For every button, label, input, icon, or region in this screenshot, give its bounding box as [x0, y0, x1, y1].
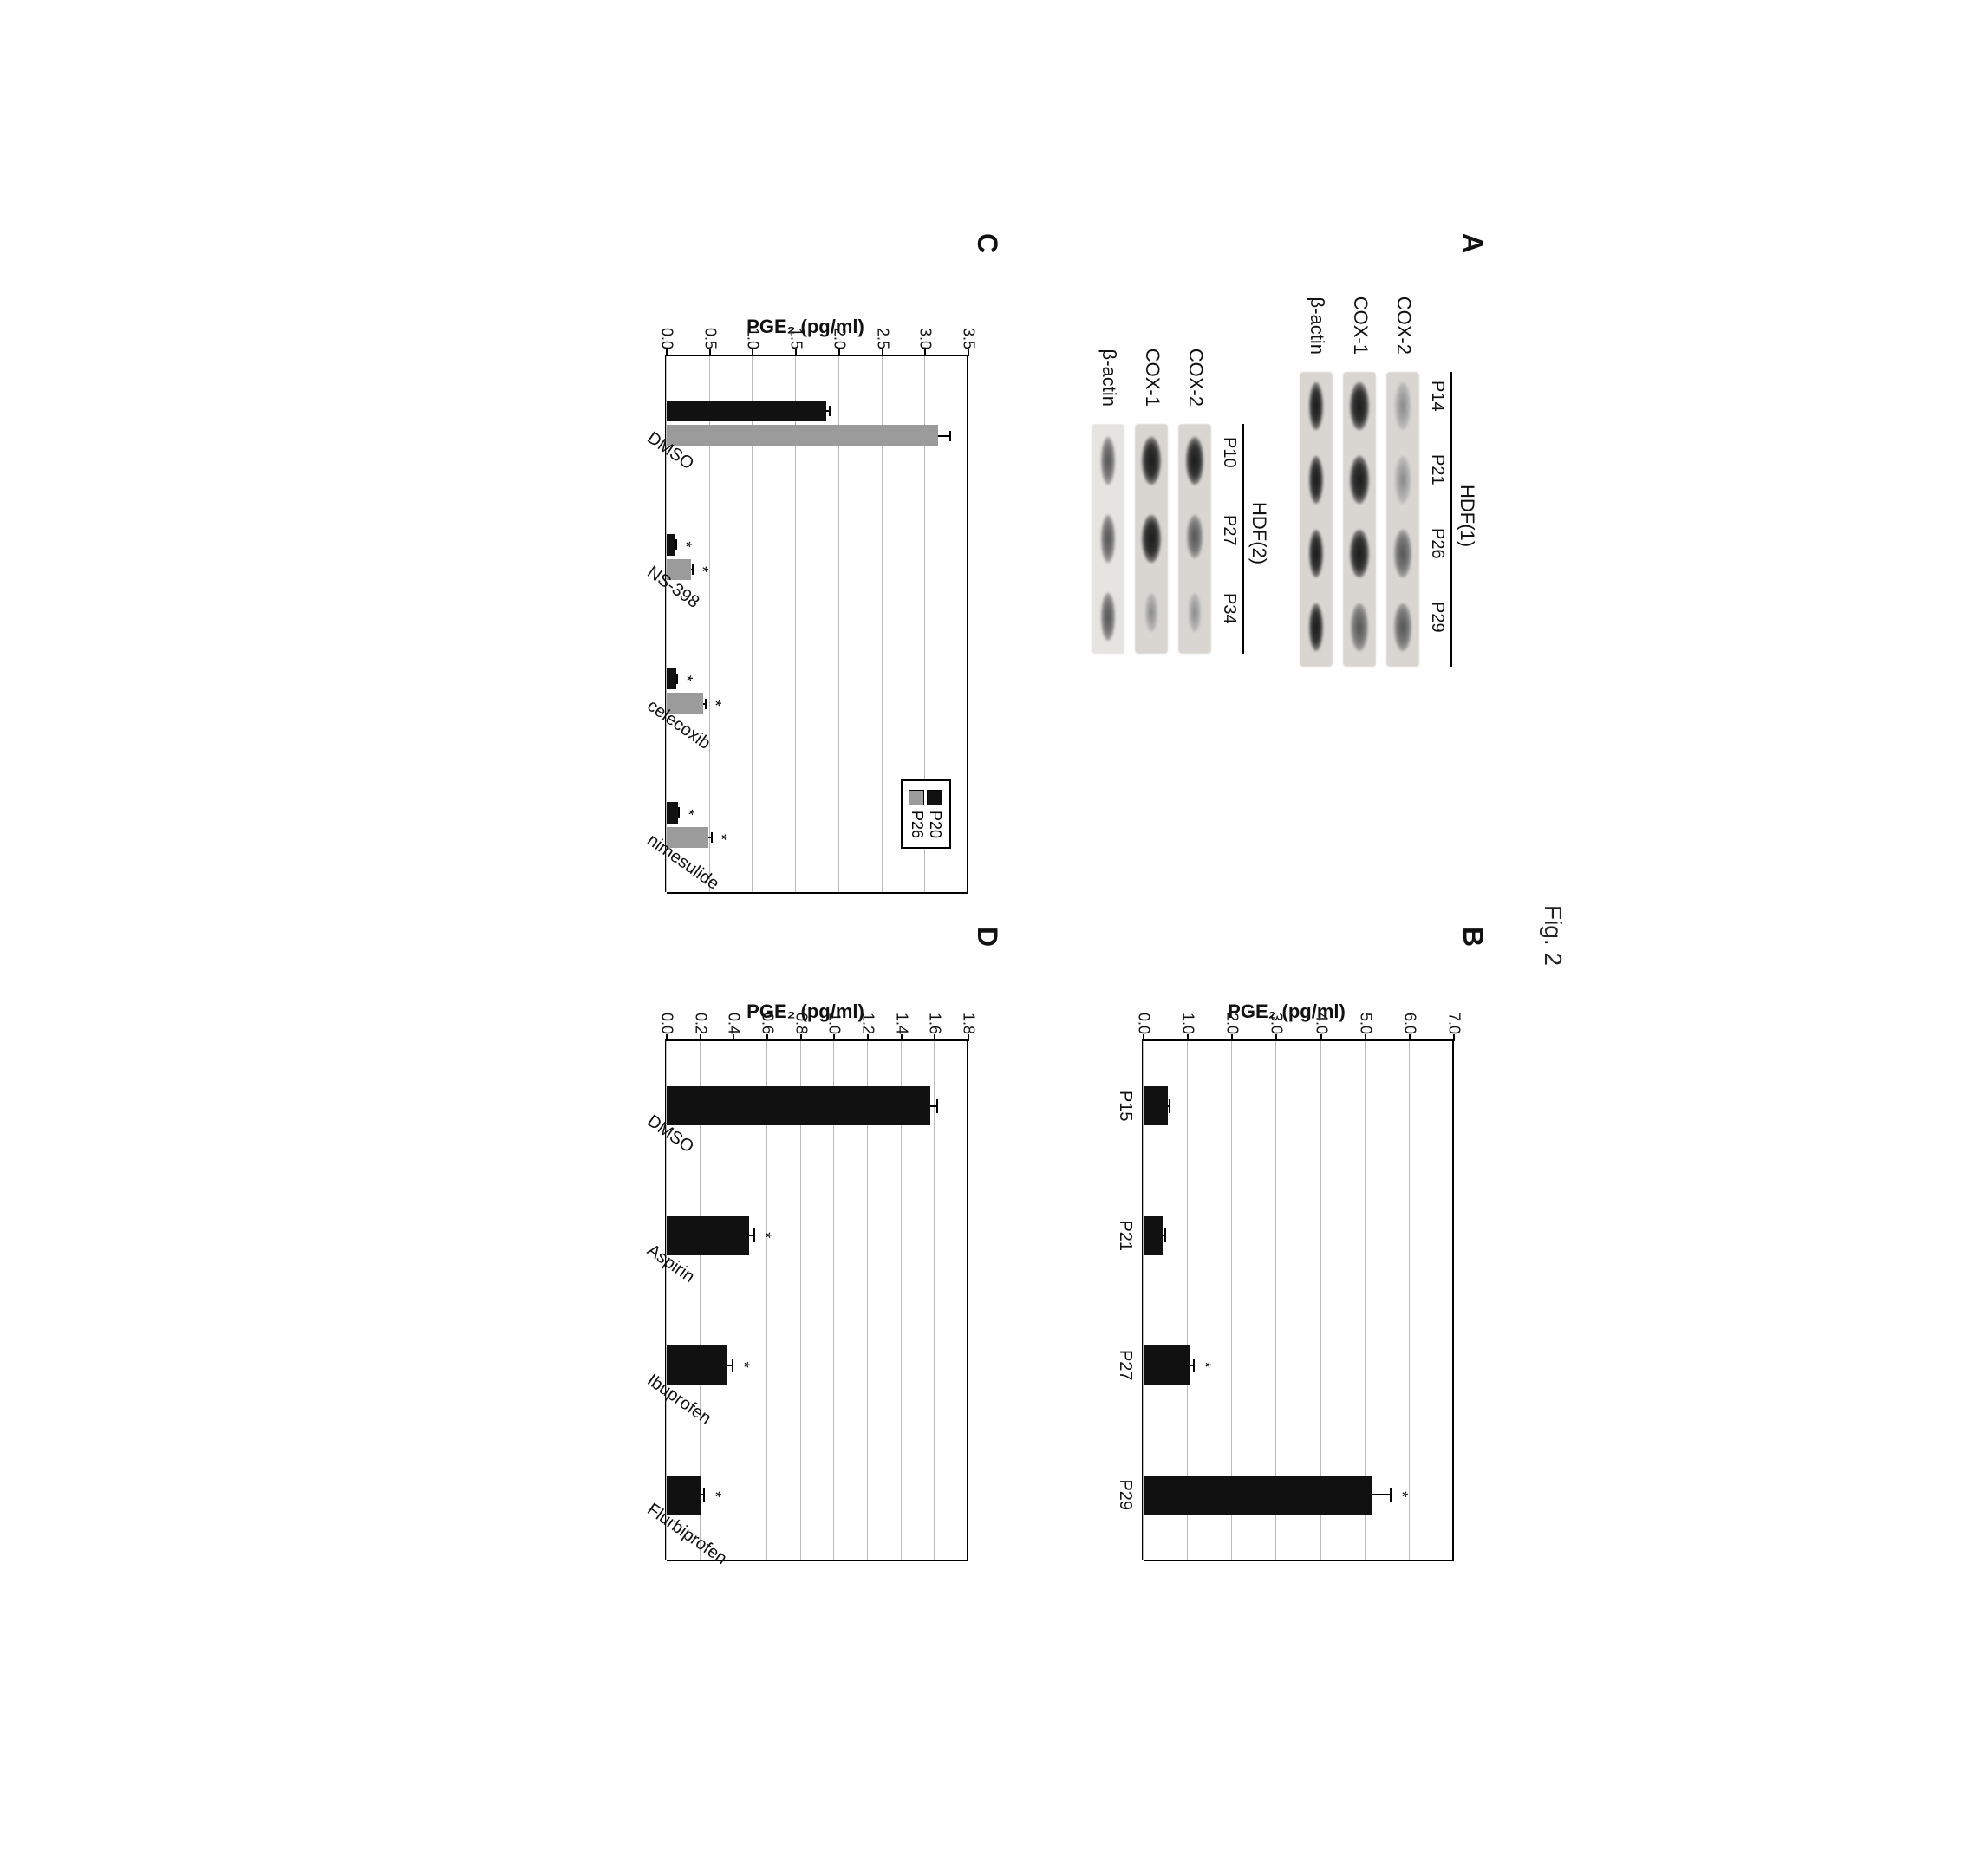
ytick-label: 1.8 [959, 1012, 977, 1033]
lane-p27: P27 [1219, 515, 1239, 546]
ytick-label: 0.0 [1134, 1012, 1152, 1033]
panel-label-c: C [971, 233, 1003, 253]
panel-label-d: D [971, 927, 1003, 947]
ytick-label: 6.0 [1400, 1012, 1418, 1033]
ytick-label: 0.4 [724, 1012, 742, 1033]
plot-area: 0.01.02.03.04.05.06.07.0P15P21*P27*P29 [1142, 1039, 1454, 1560]
bar [1144, 1345, 1190, 1385]
legend-item-p26: P26 [908, 790, 926, 838]
bar [1144, 1215, 1163, 1254]
bar [1144, 1475, 1372, 1514]
header-line [1242, 424, 1244, 654]
blot-strip [1092, 424, 1124, 654]
significance-marker: * [706, 1491, 724, 1497]
ytick-label: 0.0 [657, 1012, 675, 1033]
lane-p10: P10 [1219, 437, 1239, 468]
panel-d-chart: 0.00.20.40.60.81.01.21.41.61.8DMSO*Aspir… [526, 961, 977, 1586]
significance-marker: * [756, 1232, 774, 1238]
ytick-label: 0.5 [701, 327, 719, 349]
lane-p34: P34 [1219, 593, 1239, 624]
panel-b-chart: 0.01.02.03.04.05.06.07.0P15P21*P27*P29 P… [1090, 961, 1463, 1586]
bar [667, 668, 676, 689]
bar [667, 802, 678, 824]
header-line [1450, 372, 1452, 667]
blot-strip [1300, 372, 1333, 667]
blot1-header: HDF(1) [1456, 485, 1478, 547]
lane-p14: P14 [1427, 381, 1447, 412]
bar [667, 1475, 701, 1514]
row-cox2: COX-2 [1392, 251, 1415, 355]
blot-strip [1343, 372, 1376, 667]
figure-container: Fig. 2 A HDF(1) P14 P21 P26 P29 COX-2 CO… [474, 199, 1515, 1672]
legend-label: P26 [908, 811, 926, 838]
xtick-label: P21 [1115, 1209, 1135, 1261]
plot-area: 0.00.20.40.60.81.01.21.41.61.8DMSO*Aspir… [665, 1039, 968, 1560]
ytick-label: 1.4 [892, 1012, 910, 1033]
blot-hdf1: HDF(1) P14 P21 P26 P29 COX-2 COX-1 β-act… [1281, 251, 1463, 701]
blot2-header: HDF(2) [1248, 502, 1270, 564]
ytick-label: 0.2 [691, 1012, 709, 1033]
bar [667, 534, 675, 556]
bar [1144, 1086, 1168, 1125]
panel-label-b: B [1457, 927, 1489, 947]
blot-hdf2: HDF(2) P10 P27 P34 COX-2 COX-1 β-actin [1072, 303, 1255, 684]
panel-c-chart: 0.00.51.01.52.02.53.03.5DMSO**NS-398**ce… [526, 268, 977, 927]
row-actin: β-actin [1306, 251, 1328, 355]
figure-title: Fig. 2 [1539, 904, 1567, 965]
legend-label: P20 [926, 811, 944, 838]
blot-strip [1386, 372, 1419, 667]
ylabel-c: PGE₂ (pg/ml) [746, 315, 864, 337]
row-actin-2: β-actin [1098, 303, 1120, 407]
bar [667, 1215, 749, 1254]
bar [667, 1086, 930, 1125]
xtick-label: P27 [1115, 1339, 1135, 1391]
ylabel-b: PGE₂ (pg/ml) [1228, 1000, 1346, 1022]
ytick-label: 5.0 [1356, 1012, 1374, 1033]
legend: P20 P26 [901, 779, 951, 849]
ytick-label: 0.0 [657, 327, 675, 349]
xtick-label: P29 [1115, 1469, 1135, 1521]
ytick-label: 7.0 [1444, 1012, 1463, 1033]
ytick-label: 1.6 [925, 1012, 943, 1033]
significance-marker: * [1195, 1361, 1213, 1367]
lane-p29: P29 [1427, 602, 1447, 633]
ytick-label: 3.0 [916, 327, 934, 349]
ytick-label: 2.5 [873, 327, 891, 349]
ytick-label: 3.5 [959, 327, 977, 349]
lane-p21: P21 [1427, 454, 1447, 485]
significance-marker: * [734, 1361, 753, 1367]
ytick-label: 1.0 [1178, 1012, 1196, 1033]
bar [667, 1345, 727, 1385]
legend-item-p20: P20 [926, 790, 944, 838]
panel-a: HDF(1) P14 P21 P26 P29 COX-2 COX-1 β-act… [1064, 251, 1463, 788]
row-cox1: COX-1 [1349, 251, 1372, 355]
ylabel-d: PGE₂ (pg/ml) [746, 1000, 864, 1022]
row-cox2-2: COX-2 [1184, 303, 1207, 407]
row-cox1-2: COX-1 [1141, 303, 1163, 407]
lane-p26: P26 [1427, 528, 1447, 559]
blot-strip [1135, 424, 1168, 654]
bar [667, 425, 938, 446]
blot-strip [1178, 424, 1211, 654]
xtick-label: P15 [1115, 1079, 1135, 1131]
significance-marker: * [1392, 1491, 1411, 1497]
bar [667, 400, 826, 421]
